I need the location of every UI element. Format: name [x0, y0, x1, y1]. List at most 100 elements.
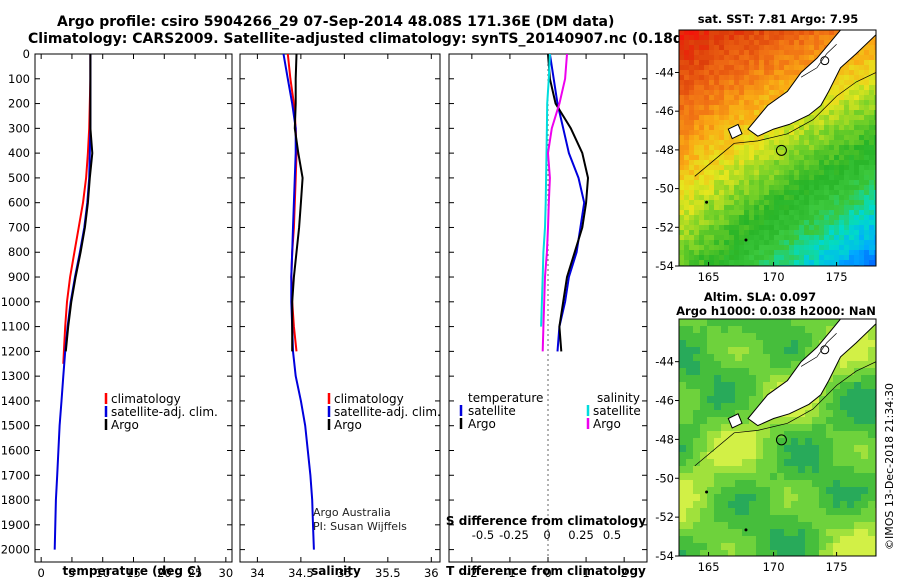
island	[727, 413, 743, 429]
map-cell	[814, 45, 820, 51]
map-cell	[739, 155, 745, 161]
map-cell	[763, 382, 771, 390]
map-cell	[704, 185, 710, 191]
map-cell	[714, 361, 722, 369]
map-cell	[854, 215, 860, 221]
island-marker	[744, 528, 748, 532]
map-cell	[804, 130, 810, 136]
map-cell	[714, 35, 720, 41]
map-cell	[804, 245, 810, 251]
map-cell	[719, 220, 725, 226]
map-cell	[869, 50, 875, 56]
map-cell	[759, 175, 765, 181]
map-x-tick-label: 170	[763, 270, 785, 284]
map-cell	[794, 65, 800, 71]
map-cell	[707, 417, 715, 425]
map-cell	[804, 125, 810, 131]
map-cell	[734, 260, 740, 266]
map-cell	[679, 165, 685, 171]
map-cell	[770, 529, 778, 537]
map-cell	[759, 35, 765, 41]
map-cell	[789, 30, 795, 36]
map-cell	[744, 220, 750, 226]
map-cell	[847, 375, 855, 383]
map-cell	[874, 200, 876, 206]
map-cell	[861, 403, 869, 411]
map-cell	[834, 170, 840, 176]
map-cell	[749, 522, 757, 530]
map-cell	[769, 200, 775, 206]
map-cell	[868, 522, 876, 530]
map-cell	[779, 240, 785, 246]
map-cell	[728, 543, 736, 551]
map-cell	[874, 85, 876, 91]
map-cell	[869, 140, 875, 146]
map-cell	[829, 145, 835, 151]
y-tick-label: 400	[8, 146, 30, 160]
map-cell	[777, 347, 785, 355]
map-cell	[734, 170, 740, 176]
map-cell	[735, 410, 743, 418]
map-cell	[834, 255, 840, 261]
credit-line-1: Argo Australia	[313, 506, 391, 519]
map-cell	[789, 70, 795, 76]
map-cell	[844, 65, 850, 71]
map-y-tick-label: -50	[655, 471, 674, 485]
map-cell	[714, 115, 720, 121]
y-tick-label: 200	[8, 97, 30, 111]
map-cell	[728, 494, 736, 502]
map-cell	[791, 431, 799, 439]
map-cell	[704, 155, 710, 161]
map-cell	[770, 333, 778, 341]
map-cell	[791, 515, 799, 523]
map-cell	[763, 508, 771, 516]
depth-contour	[800, 43, 837, 78]
map-cell	[759, 105, 765, 111]
map-cell	[763, 424, 771, 432]
map-cell	[721, 487, 729, 495]
map-cell	[693, 431, 701, 439]
map-cell	[744, 45, 750, 51]
map-cell	[684, 85, 690, 91]
map-cell	[839, 250, 845, 256]
map-cell	[799, 50, 805, 56]
map-cell	[707, 375, 715, 383]
map-cell	[784, 438, 792, 446]
map-cell	[869, 225, 875, 231]
map-cell	[784, 65, 790, 71]
map-cell	[689, 70, 695, 76]
map-cell	[854, 515, 862, 523]
y-tick-label: 1500	[1, 419, 30, 433]
map-cell	[824, 100, 830, 106]
map-cell	[729, 230, 735, 236]
map-cell	[861, 347, 869, 355]
map-cell	[868, 452, 876, 460]
map-cell	[844, 235, 850, 241]
map-cell	[686, 515, 694, 523]
map-cell	[749, 536, 757, 544]
map-cell	[754, 50, 760, 56]
map-cell	[759, 140, 765, 146]
map-cell	[709, 155, 715, 161]
map-cell	[754, 210, 760, 216]
map-cell	[704, 195, 710, 201]
map-cell	[839, 75, 845, 81]
map-cell	[849, 245, 855, 251]
map-cell	[721, 396, 729, 404]
map-cell	[707, 487, 715, 495]
map-cell	[689, 160, 695, 166]
map-cell	[847, 466, 855, 474]
map-cell	[679, 175, 685, 181]
map-cell	[742, 396, 750, 404]
map-cell	[684, 80, 690, 86]
map-cell	[714, 215, 720, 221]
map-cell	[764, 30, 770, 36]
map-cell	[714, 501, 722, 509]
map-cell	[735, 396, 743, 404]
map-cell	[789, 255, 795, 261]
map-cell	[729, 255, 735, 261]
map-cell	[819, 170, 825, 176]
map-cell	[791, 550, 799, 556]
map-cell	[854, 210, 860, 216]
map-cell	[839, 210, 845, 216]
